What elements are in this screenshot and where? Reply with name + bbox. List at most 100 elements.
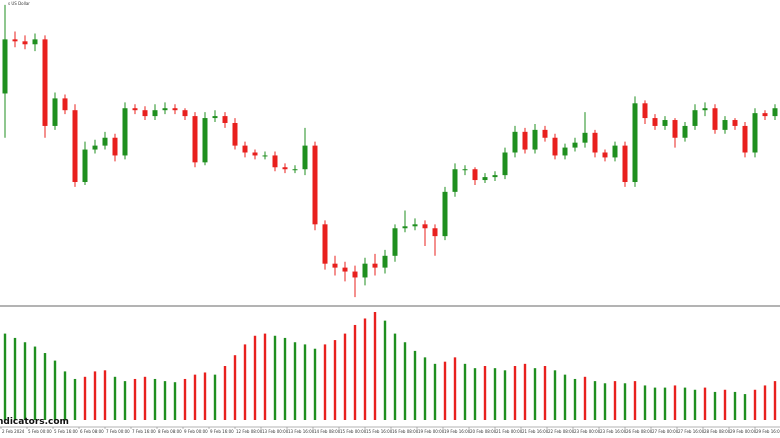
histogram-bar bbox=[493, 368, 497, 420]
histogram-bar bbox=[323, 344, 327, 420]
candle-body bbox=[492, 175, 498, 178]
candle-body bbox=[352, 271, 358, 278]
histogram-bar bbox=[3, 333, 7, 420]
histogram-bar bbox=[53, 360, 57, 420]
time-axis: 2 Feb 2024 5 Feb 00:00 5 Feb 16:00 6 Feb 08… bbox=[0, 427, 780, 434]
time-label: 5 Feb 00:00 bbox=[28, 429, 52, 434]
time-label: 26 Feb 08:00 bbox=[626, 429, 653, 434]
histogram-bar bbox=[743, 394, 747, 420]
histogram-bar bbox=[413, 350, 417, 420]
histogram-bar bbox=[123, 381, 127, 420]
histogram-bar bbox=[313, 348, 317, 420]
candle-body bbox=[642, 103, 648, 119]
time-label: 13 Feb 16:00 bbox=[288, 429, 315, 434]
candles bbox=[2, 4, 778, 298]
time-label: 29 Feb 16:00 bbox=[756, 429, 780, 434]
time-label: 7 Feb 00:00 bbox=[106, 429, 130, 434]
indicator-histogram bbox=[3, 312, 777, 420]
watermark: ndicators.com bbox=[0, 417, 69, 427]
time-label: 21 Feb 16:00 bbox=[522, 429, 549, 434]
histogram-bar bbox=[513, 366, 517, 420]
histogram-bar bbox=[443, 361, 447, 420]
candle-body bbox=[452, 169, 458, 192]
candle-body bbox=[42, 39, 48, 126]
histogram-bar bbox=[663, 387, 667, 420]
symbol-title: s US Dollar bbox=[8, 1, 30, 6]
histogram-bar bbox=[383, 320, 387, 420]
candle-body bbox=[262, 155, 268, 157]
candle-body bbox=[482, 177, 488, 181]
time-label: 5 Feb 16:00 bbox=[54, 429, 78, 434]
histogram-bar bbox=[243, 344, 247, 420]
histogram-bar bbox=[453, 357, 457, 420]
candle-body bbox=[12, 39, 18, 42]
time-label: 7 Feb 16:00 bbox=[132, 429, 156, 434]
histogram-bar bbox=[733, 391, 737, 420]
histogram-bar bbox=[773, 381, 777, 420]
candle-body bbox=[122, 108, 128, 156]
candle-body bbox=[372, 263, 378, 268]
histogram-bar bbox=[563, 374, 567, 420]
time-label: 13 Feb 00:00 bbox=[262, 429, 289, 434]
histogram-bar bbox=[303, 344, 307, 420]
time-label: 29 Feb 00:00 bbox=[730, 429, 757, 434]
histogram-bar bbox=[593, 381, 597, 420]
histogram-bar bbox=[553, 370, 557, 420]
histogram-bar bbox=[623, 383, 627, 420]
histogram-bar bbox=[603, 383, 607, 420]
histogram-bar bbox=[723, 389, 727, 420]
candle-body bbox=[72, 110, 78, 183]
time-label: 23 Feb 00:00 bbox=[574, 429, 601, 434]
time-label: 23 Feb 16:00 bbox=[600, 429, 627, 434]
candle-body bbox=[512, 131, 518, 153]
histogram-bar bbox=[653, 387, 657, 420]
candle-body bbox=[232, 122, 238, 146]
histogram-bar bbox=[433, 363, 437, 420]
candle-body bbox=[722, 120, 728, 130]
histogram-bar bbox=[263, 333, 267, 420]
histogram-bar bbox=[203, 372, 207, 420]
histogram-bar bbox=[23, 342, 27, 420]
histogram-bar bbox=[43, 353, 47, 420]
candle-body bbox=[82, 149, 88, 183]
histogram-bar bbox=[543, 366, 547, 420]
candle-body bbox=[622, 145, 628, 183]
histogram-bar bbox=[193, 374, 197, 420]
candle-body bbox=[272, 155, 278, 168]
candle-body bbox=[632, 103, 638, 183]
histogram-bar bbox=[173, 382, 177, 420]
candle-body bbox=[772, 108, 778, 117]
candle-body bbox=[732, 120, 738, 126]
histogram-bar bbox=[693, 389, 697, 420]
candle-body bbox=[382, 255, 388, 268]
candle-body bbox=[242, 145, 248, 153]
time-label: 20 Feb 08:00 bbox=[470, 429, 497, 434]
histogram-bar bbox=[703, 387, 707, 420]
candle-body bbox=[472, 169, 478, 181]
candle-body bbox=[572, 142, 578, 148]
candle-body bbox=[442, 191, 448, 237]
candle-body bbox=[682, 125, 688, 138]
time-label: 12 Feb 08:00 bbox=[236, 429, 263, 434]
candle-body bbox=[112, 137, 118, 156]
histogram-bar bbox=[683, 387, 687, 420]
histogram-bar bbox=[223, 366, 227, 420]
candle-body bbox=[252, 152, 258, 156]
candle-body bbox=[32, 39, 38, 45]
candle-body bbox=[312, 145, 318, 225]
candle-body bbox=[562, 147, 568, 156]
candle-body bbox=[612, 145, 618, 158]
candle-body bbox=[52, 98, 58, 126]
histogram-bar bbox=[293, 342, 297, 420]
time-label: 22 Feb 08:00 bbox=[548, 429, 575, 434]
candle-body bbox=[292, 169, 298, 171]
histogram-bar bbox=[523, 363, 527, 420]
candle-body bbox=[282, 167, 288, 170]
candle-body bbox=[362, 263, 368, 278]
candle-body bbox=[132, 108, 138, 111]
histogram-bar bbox=[133, 378, 137, 420]
histogram-bar bbox=[63, 371, 67, 420]
time-label: 2 Feb 2024 bbox=[2, 429, 25, 434]
candle-body bbox=[392, 228, 398, 256]
histogram-bar bbox=[183, 378, 187, 420]
